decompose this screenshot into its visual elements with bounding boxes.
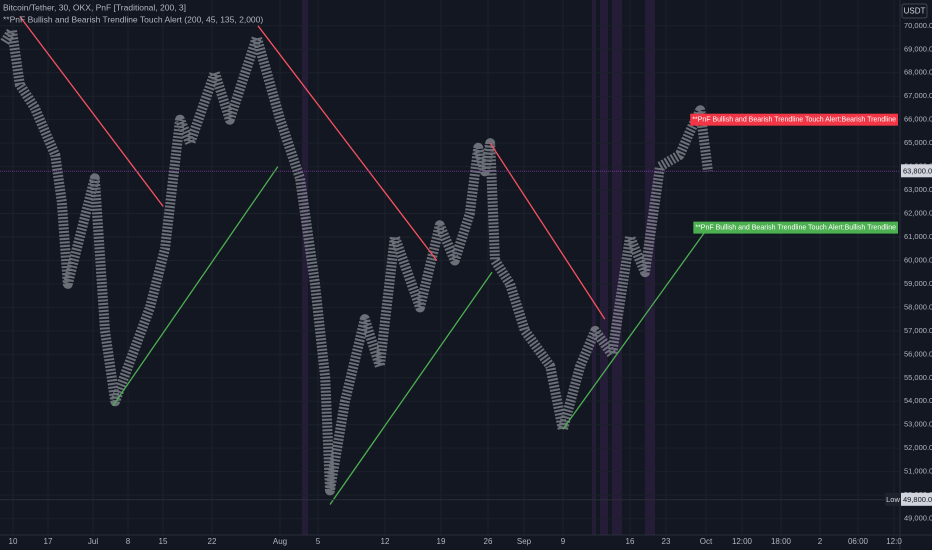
- x-tick-label: 8: [126, 537, 131, 546]
- trendline: [19, 16, 164, 207]
- alert-box: [690, 113, 898, 126]
- alert-text: **PnF Bullish and Bearish Trendline Touc…: [695, 224, 896, 231]
- low-tag: [885, 492, 901, 506]
- trendline: [329, 271, 493, 505]
- plot: **PnF Bullish and Bearish Trendline Touc…: [0, 16, 900, 505]
- x-tick-label: 26: [484, 537, 493, 546]
- x-tick-label: 23: [662, 537, 671, 546]
- x-tick-label: 10: [9, 537, 18, 546]
- currency-box[interactable]: [901, 3, 928, 19]
- indicator-title: **PnF Bullish and Bearish Trendline Touc…: [3, 14, 263, 24]
- x-tick-label: Aug: [273, 537, 287, 546]
- x-tick-label: Jul: [88, 537, 98, 546]
- alert-label: **PnF Bullish and Bearish Trendline Touc…: [690, 113, 898, 126]
- y-tick-label: 67,000.0: [904, 91, 932, 100]
- y-tick-label: 68,000.0: [904, 68, 932, 77]
- x-tick-label: 16: [626, 537, 635, 546]
- y-tick-label: 63,000.0: [904, 185, 932, 194]
- x-tick-label: Sep: [517, 537, 532, 546]
- y-tick-label: 49,000.0: [904, 514, 932, 523]
- y-tick-label: 70,000.0: [904, 21, 932, 30]
- currency[interactable]: USDT: [904, 7, 926, 16]
- x-tick-label: 12:00: [732, 537, 753, 546]
- y-tick-label: 65,000.0: [904, 138, 932, 147]
- x-tick-label: 15: [159, 537, 168, 546]
- x-tick-label: 06:00: [848, 537, 869, 546]
- y-tick-label: 55,000.0: [904, 373, 932, 382]
- low-name: Low: [886, 495, 900, 504]
- y-tick-label: 52,000.0: [904, 443, 932, 452]
- y-tick-label: 56,000.0: [904, 349, 932, 358]
- x-tick-label: Oct: [700, 537, 713, 546]
- y-tick-label: 62,000.0: [904, 209, 932, 218]
- x-tick-label: 12:0: [886, 537, 902, 546]
- low-label: 49,800.0: [903, 495, 932, 504]
- y-tick-label: 53,000.0: [904, 420, 932, 429]
- alert-box: [693, 221, 898, 234]
- x-tick-label: 2: [818, 537, 823, 546]
- alert-text: **PnF Bullish and Bearish Trendline Touc…: [692, 117, 896, 124]
- y-tick-label: 54,000.0: [904, 396, 932, 405]
- x-tick-label: 17: [44, 537, 53, 546]
- y-tick-label: 60,000.0: [904, 255, 932, 264]
- y-tick-label: 66,000.0: [904, 115, 932, 124]
- last-price-label: 63,800.0: [903, 166, 932, 175]
- y-tick-label: 61,000.0: [904, 232, 932, 241]
- trendline: [257, 25, 438, 261]
- trendline: [112, 166, 279, 407]
- low-box: [901, 492, 932, 506]
- x-tick-label: 19: [437, 537, 446, 546]
- y-tick-label: 58,000.0: [904, 302, 932, 311]
- y-tick-label: 57,000.0: [904, 326, 932, 335]
- trendline: [562, 227, 709, 430]
- x-tick-label: 5: [316, 537, 321, 546]
- x-tick-label: 18:00: [771, 537, 792, 546]
- y-tick-label: 59,000.0: [904, 279, 932, 288]
- trendline: [489, 142, 606, 320]
- pnf-columns: [0, 25, 713, 496]
- x-tick-label: 22: [208, 537, 217, 546]
- x-tick-label: 12: [381, 537, 390, 546]
- y-tick-label: 69,000.0: [904, 44, 932, 53]
- grid: [0, 0, 900, 535]
- symbol-title: Bitcoin/Tether, 30, OKX, PnF [Traditiona…: [3, 2, 186, 12]
- alert-label: **PnF Bullish and Bearish Trendline Touc…: [693, 221, 898, 234]
- x-tick-label: 9: [561, 537, 566, 546]
- y-tick-label: 51,000.0: [904, 467, 932, 476]
- last-price-box: [901, 164, 932, 178]
